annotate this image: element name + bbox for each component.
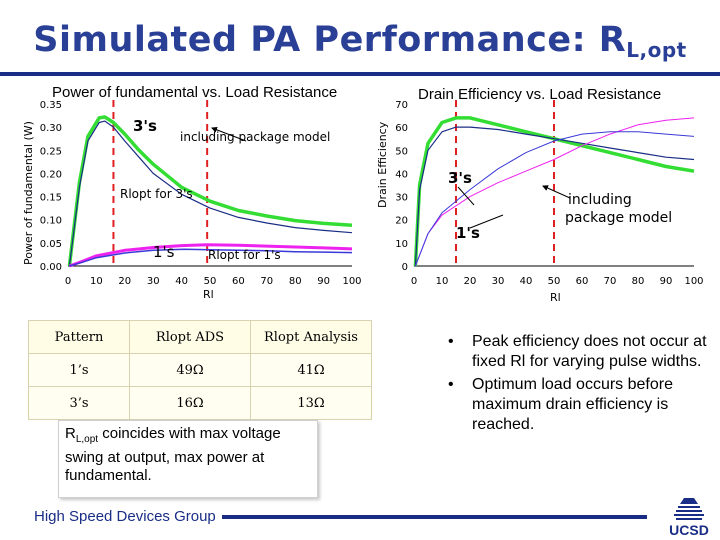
- ucsd-logo-text: UCSD: [669, 522, 709, 538]
- y-axis-label-left: Power of fundamental (W): [22, 121, 35, 265]
- eff-x-tick-label: 40: [520, 276, 533, 287]
- bullet-list: Peak efficiency does not occur at fixed …: [444, 332, 714, 438]
- eff-x-tick-label: 0: [411, 276, 417, 287]
- table-cell: 16Ω: [129, 386, 251, 420]
- power-y-tick-label: 0.35: [40, 100, 62, 111]
- arrow-package-model: [211, 126, 247, 142]
- eff-x-tick-label: 30: [492, 276, 505, 287]
- eff-series-line: [414, 117, 695, 267]
- power-x-tick-label: 80: [289, 276, 302, 287]
- table-header-row: Pattern Rlopt ADS Rlopt Analysis: [28, 320, 372, 354]
- power-y-tick-label: 0.10: [40, 216, 62, 227]
- ucsd-emblem-icon: [674, 498, 704, 520]
- eff-series-line: [413, 116, 695, 267]
- eff-y-tick-label: 70: [395, 100, 408, 111]
- footer-group-name: High Speed Devices Group: [34, 508, 216, 525]
- leader-3s-eff: [457, 186, 475, 206]
- bullet-item: Peak efficiency does not occur at fixed …: [444, 332, 714, 372]
- label-including: including: [568, 192, 632, 208]
- power-x-tick-label: 10: [90, 276, 103, 287]
- leader-1s-eff: [469, 214, 504, 229]
- eff-y-tick-label: 50: [395, 146, 408, 157]
- eff-x-tick-label: 80: [632, 276, 645, 287]
- power-x-tick-label: 40: [175, 276, 188, 287]
- label-3s-eff: 3's: [448, 169, 472, 187]
- eff-y-tick-label: 20: [395, 216, 408, 227]
- power-series-line: [68, 243, 353, 268]
- power-x-tick-label: 70: [260, 276, 273, 287]
- eff-y-tick-label: 10: [395, 239, 408, 250]
- arrow-package-model-eff: [542, 185, 571, 199]
- eff-x-tick-label: 50: [548, 276, 561, 287]
- title-rule: [0, 72, 720, 76]
- efficiency-chart: 0 10 20 30 40 50 60 70 0 10 20 30 40 50 60 70 80 90 100: [395, 100, 704, 287]
- performance-table: Pattern Rlopt ADS Rlopt Analysis 1’s 49Ω…: [28, 320, 372, 420]
- power-y-tick-label: 0.15: [40, 193, 62, 204]
- eff-y-tick-label: 0: [402, 262, 408, 273]
- eff-x-tick-label: 70: [604, 276, 617, 287]
- eff-y-tick-label: 60: [395, 123, 408, 134]
- eff-series-line: [414, 126, 695, 267]
- eff-x-tick-label: 100: [684, 276, 703, 287]
- eff-x-tick-label: 20: [464, 276, 477, 287]
- x-axis-label-right: Rl: [550, 291, 561, 304]
- label-rlopt-3s: Rlopt for 3's: [120, 187, 193, 201]
- table-cell: 49Ω: [129, 353, 251, 387]
- eff-x-tick-label: 90: [660, 276, 673, 287]
- power-y-tick-label: 0.00: [40, 262, 62, 273]
- label-3s: 3's: [133, 117, 157, 135]
- power-series-line: [67, 115, 353, 267]
- slide-title: Simulated PA Performance: RL,opt: [33, 20, 687, 62]
- power-x-tick-label: 20: [118, 276, 131, 287]
- power-x-tick-label: 60: [232, 276, 245, 287]
- y-axis-label-right: Drain Efficiency: [376, 121, 389, 208]
- eff-x-tick-label: 60: [576, 276, 589, 287]
- label-1s: 1's: [153, 243, 175, 261]
- efficiency-chart-title: Drain Efficiency vs. Load Resistance: [418, 86, 662, 103]
- label-package-model-eff: package model: [565, 210, 672, 226]
- table-cell: 13Ω: [250, 386, 372, 420]
- label-package-model: including package model: [180, 130, 330, 144]
- table-row: 3’s 16Ω 13Ω: [28, 386, 372, 420]
- power-y-tick-label: 0.20: [40, 169, 62, 180]
- ucsd-logo: UCSD: [669, 498, 709, 538]
- table-row: 1’s 49Ω 41Ω: [28, 353, 372, 387]
- table-header: Pattern: [28, 320, 130, 354]
- eff-y-tick-label: 40: [395, 169, 408, 180]
- table-cell: 3’s: [28, 386, 130, 420]
- note-box: RL,opt coincides with max voltage swing …: [58, 420, 318, 498]
- power-x-tick-label: 50: [204, 276, 217, 287]
- power-x-tick-label: 0: [65, 276, 71, 287]
- power-series-line: [69, 248, 353, 267]
- label-1s-eff: 1's: [456, 224, 480, 242]
- eff-y-tick-label: 30: [395, 193, 408, 204]
- power-chart-title: Power of fundamental vs. Load Resistance: [52, 84, 338, 101]
- eff-x-tick-label: 10: [436, 276, 449, 287]
- power-series-line: [68, 120, 353, 267]
- table-header: Rlopt Analysis: [250, 320, 372, 354]
- table-cell: 1’s: [28, 353, 130, 387]
- power-x-tick-label: 90: [317, 276, 330, 287]
- power-y-tick-label: 0.30: [40, 123, 62, 134]
- eff-series-line: [414, 131, 695, 267]
- power-y-tick-label: 0.25: [40, 146, 62, 157]
- power-chart: 0.00 0.05 0.10 0.15 0.20 0.25 0.30 0.35 0 10 20 30 4…: [40, 100, 362, 287]
- table-cell: 41Ω: [250, 353, 372, 387]
- footer-rule: [222, 515, 647, 519]
- table-header: Rlopt ADS: [129, 320, 251, 354]
- bullet-item: Optimum load occurs before maximum drain…: [444, 375, 714, 435]
- power-x-tick-label: 100: [342, 276, 361, 287]
- label-rlopt-1s: Rlopt for 1's: [208, 248, 281, 262]
- power-x-tick-label: 30: [147, 276, 160, 287]
- x-axis-label-left: Rl: [203, 288, 214, 301]
- power-y-tick-label: 0.05: [40, 239, 62, 250]
